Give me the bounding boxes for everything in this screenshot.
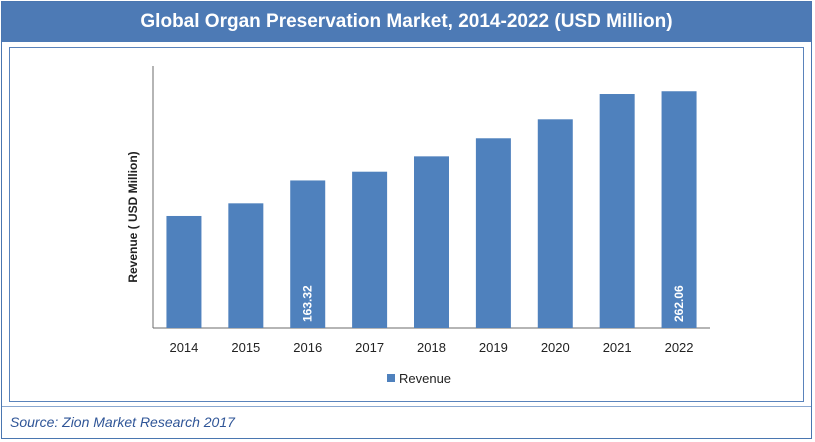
- bar-2017: [352, 171, 388, 328]
- x-tick-label-2017: 2017: [355, 340, 384, 355]
- bar-2016: [290, 180, 326, 328]
- source-text: Source: Zion Market Research 2017: [10, 414, 235, 430]
- x-tick-label-2014: 2014: [169, 340, 198, 355]
- data-label-2022: 262.06: [672, 285, 686, 322]
- data-label-2016: 163.32: [301, 285, 315, 322]
- y-axis-label: Revenue ( USD Million): [126, 151, 140, 282]
- x-tick-label-2015: 2015: [231, 340, 260, 355]
- bar-2018: [414, 156, 449, 328]
- legend-label-revenue: Revenue: [399, 371, 451, 386]
- chart-area: Revenue ( USD Million) 2014 2015 2016 163.32…: [9, 47, 804, 402]
- chart-title: Global Organ Preservation Market, 2014-2…: [2, 2, 811, 42]
- bar-2021: [599, 94, 635, 328]
- bar-2015: [228, 203, 264, 328]
- bar-2014: [166, 215, 202, 328]
- x-tick-label-2018: 2018: [417, 340, 446, 355]
- bar-chart: Revenue ( USD Million) 2014 2015 2016 163.32…: [126, 66, 710, 386]
- bar-2020: [537, 119, 573, 328]
- legend-swatch-revenue: [387, 374, 395, 382]
- source-bar: Source: Zion Market Research 2017: [2, 406, 811, 439]
- x-tick-label-2019: 2019: [479, 340, 508, 355]
- bar-2019: [475, 138, 511, 328]
- x-tick-label-2021: 2021: [603, 340, 632, 355]
- x-tick-label-2022: 2022: [665, 340, 694, 355]
- bar-2022: [661, 91, 697, 328]
- x-tick-label-2016: 2016: [293, 340, 322, 355]
- x-tick-label-2020: 2020: [541, 340, 570, 355]
